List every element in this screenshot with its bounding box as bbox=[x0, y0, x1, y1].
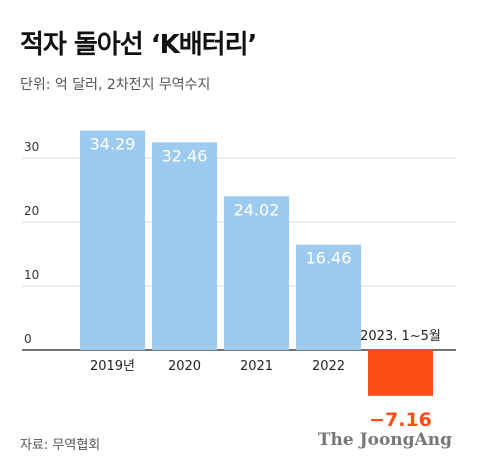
category-label: 2021 bbox=[240, 359, 273, 374]
source-note: 자료: 무역협회 bbox=[20, 438, 101, 453]
y-tick-label: 30 bbox=[24, 140, 39, 154]
data-label: 16.46 bbox=[306, 249, 352, 268]
chart-subtitle: 단위: 억 달러, 2차전지 무역수지 bbox=[20, 77, 211, 93]
bar bbox=[80, 130, 145, 350]
category-label: 2022 bbox=[312, 359, 345, 374]
y-tick-label: 20 bbox=[24, 204, 39, 218]
bar-negative bbox=[368, 350, 433, 396]
category-label: 2023. 1~5월 bbox=[360, 329, 441, 344]
bar bbox=[152, 142, 217, 350]
data-label: 32.46 bbox=[162, 146, 208, 165]
bar bbox=[296, 244, 361, 350]
data-label: 34.29 bbox=[90, 135, 136, 154]
chart-title: 적자 돌아선 ‘K배터리’ bbox=[20, 30, 257, 60]
category-label: 2020 bbox=[168, 359, 201, 374]
brand-logo: The JoongAng bbox=[317, 430, 452, 450]
data-label: −7.16 bbox=[369, 409, 432, 431]
bar bbox=[224, 196, 289, 350]
y-tick-label: 10 bbox=[24, 268, 39, 282]
category-label: 2019년 bbox=[90, 359, 135, 374]
data-label: 24.02 bbox=[234, 200, 280, 219]
y-tick-label: 0 bbox=[24, 332, 32, 346]
